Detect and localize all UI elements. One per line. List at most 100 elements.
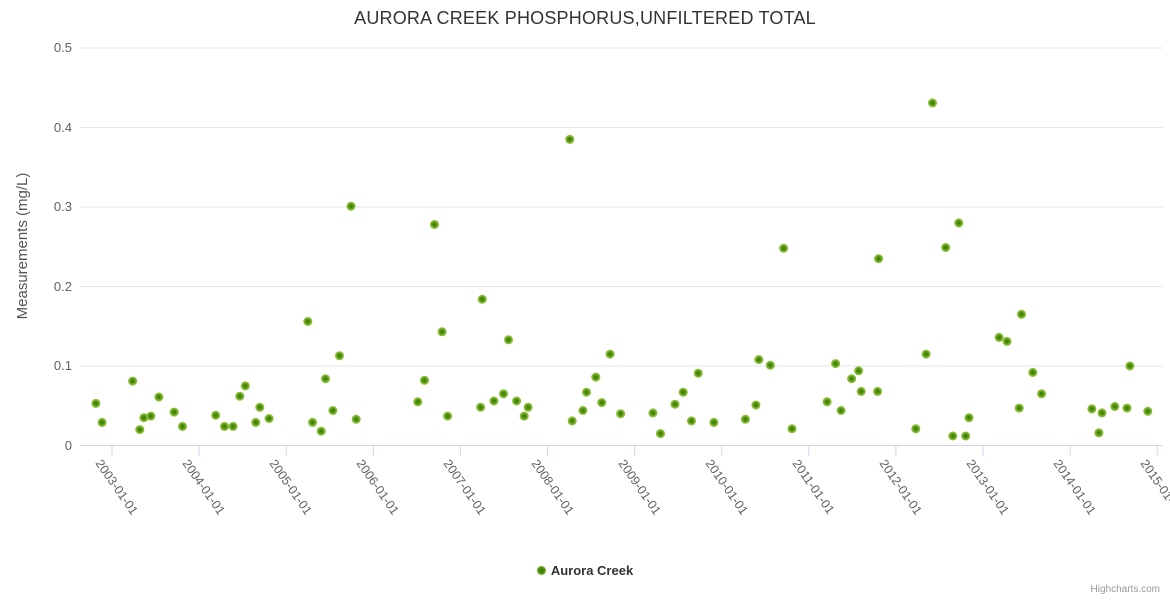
data-point[interactable] [1087, 404, 1097, 414]
data-point[interactable] [941, 243, 951, 252]
data-point[interactable] [91, 398, 101, 408]
data-point[interactable] [437, 327, 447, 337]
data-point[interactable] [420, 375, 429, 385]
data-point[interactable] [1014, 403, 1024, 413]
data-point[interactable] [964, 413, 974, 423]
data-point[interactable] [656, 429, 665, 439]
data-point[interactable] [847, 374, 857, 384]
data-point[interactable] [519, 411, 529, 421]
y-tick-label: 0.1 [53, 358, 72, 373]
data-point[interactable] [351, 414, 361, 424]
data-point[interactable] [779, 243, 789, 253]
data-point[interactable] [240, 381, 250, 391]
data-point[interactable] [994, 332, 1004, 342]
data-point[interactable] [255, 402, 265, 412]
data-point[interactable] [169, 407, 179, 417]
data-point[interactable] [1125, 361, 1135, 371]
data-point[interactable] [670, 399, 680, 409]
data-point[interactable] [504, 335, 513, 345]
data-point[interactable] [754, 355, 764, 365]
data-point[interactable] [1094, 428, 1104, 438]
data-point[interactable] [591, 372, 601, 382]
data-point[interactable] [911, 424, 921, 434]
series-marker-icon [536, 566, 546, 575]
y-tick-label: 0 [64, 437, 72, 453]
data-point[interactable] [477, 294, 487, 304]
data-point[interactable] [787, 424, 797, 434]
credits-link[interactable]: Highcharts.com [1090, 584, 1160, 595]
data-point[interactable] [251, 417, 261, 427]
data-point[interactable] [476, 402, 486, 412]
data-point[interactable] [97, 417, 107, 427]
data-point[interactable] [430, 220, 439, 229]
data-point[interactable] [678, 387, 688, 397]
data-point[interactable] [1122, 403, 1132, 413]
data-point[interactable] [836, 406, 846, 415]
y-tick-label: 0.4 [53, 119, 72, 135]
data-point[interactable] [928, 98, 937, 108]
legend: Aurora Creek [0, 563, 1170, 578]
data-point[interactable] [1017, 309, 1026, 319]
data-point[interactable] [854, 366, 864, 376]
data-point[interactable] [1143, 406, 1153, 416]
data-point[interactable] [303, 317, 313, 326]
data-point[interactable] [443, 411, 453, 421]
data-point[interactable] [597, 398, 607, 408]
data-point[interactable] [264, 414, 274, 423]
data-point[interactable] [220, 421, 229, 431]
data-point[interactable] [874, 254, 884, 264]
data-point[interactable] [413, 397, 423, 407]
data-point[interactable] [873, 386, 883, 396]
data-point[interactable] [228, 421, 238, 431]
data-point[interactable] [961, 431, 971, 441]
data-point[interactable] [1097, 408, 1107, 418]
data-point[interactable] [921, 349, 931, 359]
data-point[interactable] [565, 134, 575, 144]
data-point[interactable] [605, 349, 615, 359]
data-point[interactable] [523, 402, 533, 412]
data-point[interactable] [751, 400, 761, 410]
data-point[interactable] [948, 431, 958, 441]
gridlines [80, 47, 1163, 367]
data-point[interactable] [154, 392, 164, 402]
data-point[interactable] [139, 413, 149, 423]
data-point[interactable] [308, 417, 318, 427]
data-point[interactable] [128, 376, 138, 386]
data-point[interactable] [321, 374, 330, 384]
data-point[interactable] [499, 389, 508, 399]
data-point[interactable] [489, 396, 499, 406]
data-point[interactable] [211, 410, 221, 420]
data-point[interactable] [687, 416, 696, 426]
data-point[interactable] [578, 406, 588, 415]
y-axis-title: Measurements (mg/L) [14, 172, 31, 320]
series-points [91, 98, 1153, 441]
data-point[interactable] [648, 408, 658, 418]
data-point[interactable] [1110, 402, 1120, 411]
data-point[interactable] [1037, 389, 1047, 399]
data-point[interactable] [616, 409, 626, 419]
data-point[interactable] [316, 426, 326, 436]
data-point[interactable] [135, 425, 145, 435]
data-point[interactable] [346, 201, 356, 211]
data-point[interactable] [765, 360, 775, 370]
data-point[interactable] [328, 406, 338, 415]
legend-item-aurora-creek[interactable]: Aurora Creek [536, 563, 633, 578]
data-point[interactable] [146, 411, 156, 421]
data-point[interactable] [512, 396, 522, 406]
data-point[interactable] [709, 417, 719, 427]
data-point[interactable] [740, 414, 750, 424]
data-point[interactable] [831, 359, 841, 369]
data-point[interactable] [1028, 367, 1038, 377]
y-tick-label: 0.2 [53, 278, 72, 294]
data-point[interactable] [235, 391, 245, 401]
data-point[interactable] [335, 351, 344, 361]
data-point[interactable] [582, 387, 591, 397]
data-point[interactable] [178, 421, 187, 431]
data-point[interactable] [567, 416, 577, 426]
data-point[interactable] [822, 397, 832, 407]
data-point[interactable] [954, 218, 964, 228]
data-point[interactable] [693, 368, 703, 378]
data-point[interactable] [856, 386, 866, 396]
data-point[interactable] [1002, 336, 1012, 346]
